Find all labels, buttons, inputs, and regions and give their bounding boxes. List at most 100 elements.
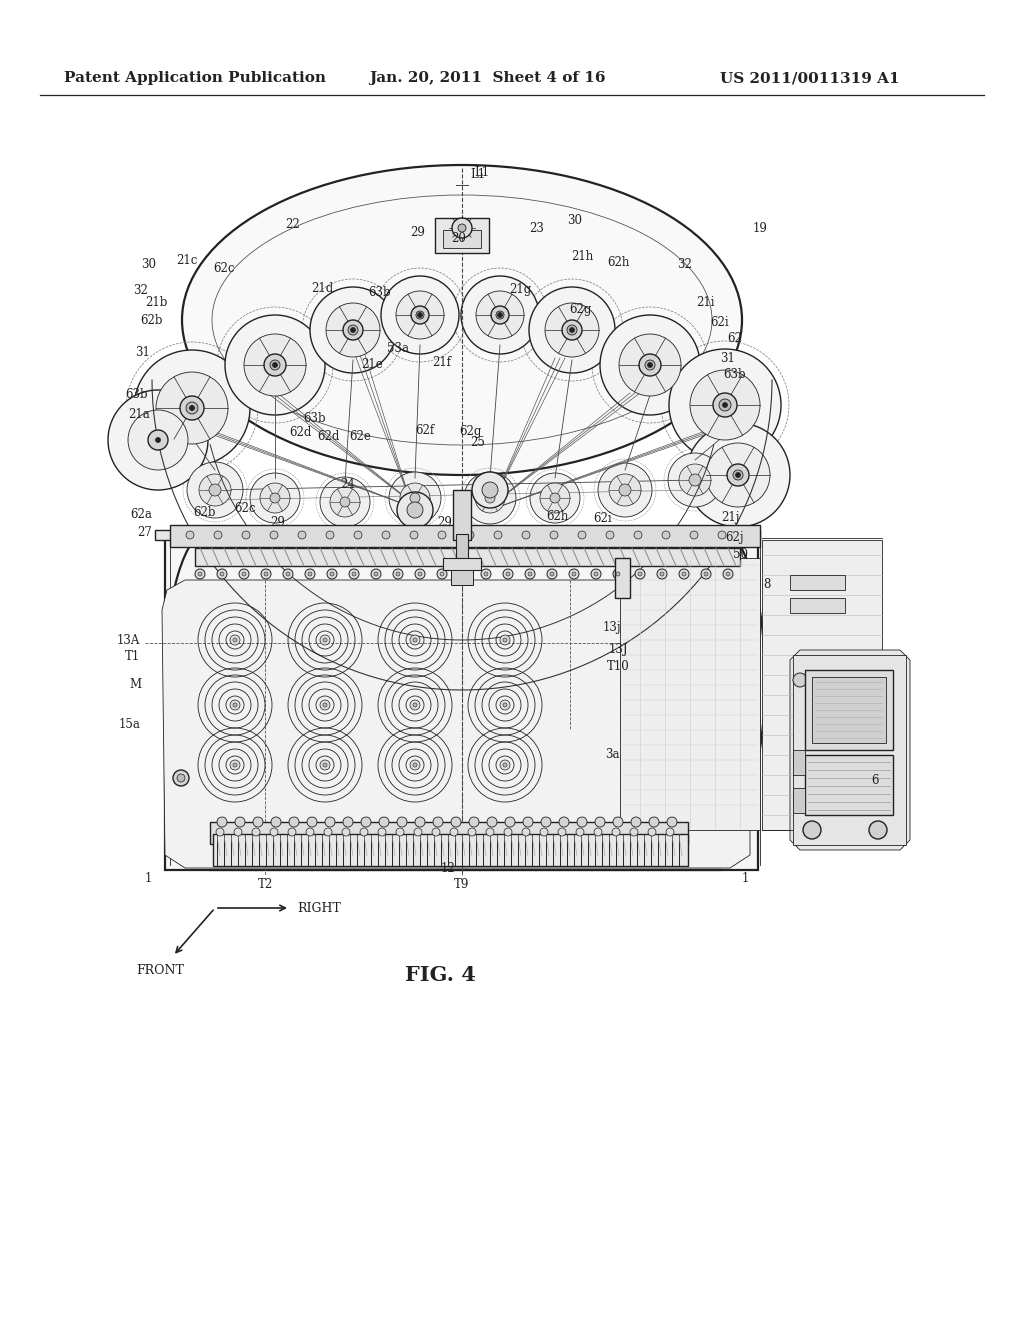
Circle shape [199,474,231,506]
Circle shape [389,473,441,524]
Circle shape [618,334,681,396]
Circle shape [572,572,575,576]
Circle shape [484,572,488,576]
Circle shape [645,360,655,370]
Circle shape [485,492,495,503]
Circle shape [343,319,362,341]
Circle shape [348,325,358,335]
Text: 62b: 62b [194,507,216,520]
Text: M: M [130,678,142,692]
Circle shape [638,572,642,576]
Text: 21d: 21d [311,281,333,294]
Circle shape [522,531,530,539]
Circle shape [481,569,490,579]
Circle shape [271,817,281,828]
Circle shape [464,473,516,524]
Circle shape [352,572,356,576]
Text: 3a: 3a [605,748,620,762]
Text: T1: T1 [125,651,140,664]
Bar [435,218,489,253]
Text: 62j: 62j [726,531,744,544]
Text: 62h: 62h [546,511,568,524]
Circle shape [198,572,202,576]
Circle shape [272,363,278,367]
Circle shape [679,569,689,579]
Text: 27: 27 [137,527,152,540]
Text: 30: 30 [141,259,156,272]
Circle shape [647,363,652,367]
Circle shape [490,306,509,323]
Circle shape [451,817,461,828]
Text: 62e: 62e [349,430,371,444]
Text: 21j: 21j [721,511,739,524]
Circle shape [360,828,368,836]
Circle shape [540,483,570,513]
Circle shape [437,569,447,579]
Circle shape [396,828,404,836]
Text: L1: L1 [474,165,489,178]
Text: 62d: 62d [316,430,339,444]
Circle shape [550,492,560,503]
Circle shape [669,348,781,461]
Circle shape [319,760,330,770]
Text: 1: 1 [741,871,749,884]
Circle shape [562,319,582,341]
Circle shape [217,569,227,579]
Text: 62i: 62i [594,511,612,524]
Circle shape [397,817,407,828]
Circle shape [319,477,370,527]
Text: 62g: 62g [459,425,481,438]
Circle shape [306,828,314,836]
Circle shape [666,828,674,836]
Circle shape [413,704,417,708]
Bar [451,570,473,585]
Circle shape [594,572,598,576]
Circle shape [727,465,749,486]
Text: 8: 8 [763,578,770,591]
Circle shape [569,327,574,333]
Circle shape [609,474,641,506]
Circle shape [234,817,245,828]
Circle shape [261,569,271,579]
Circle shape [869,821,887,840]
Circle shape [496,312,504,319]
Circle shape [381,276,459,354]
Circle shape [639,354,662,376]
Circle shape [410,492,420,503]
Circle shape [723,569,733,579]
Bar [453,490,471,540]
Text: L1: L1 [470,169,485,181]
Circle shape [438,531,446,539]
Circle shape [396,290,444,339]
Circle shape [230,635,240,645]
Circle shape [577,817,587,828]
Text: T10: T10 [606,660,630,673]
Circle shape [382,531,390,539]
Circle shape [393,569,403,579]
Text: 63b: 63b [369,285,391,298]
Text: 13A: 13A [117,634,140,647]
Circle shape [504,828,512,836]
Text: 21i: 21i [695,296,715,309]
Bar [793,788,805,813]
Text: US 2011/0011319 A1: US 2011/0011319 A1 [720,71,900,84]
Circle shape [397,492,433,528]
Text: 63b: 63b [304,412,327,425]
Circle shape [305,569,315,579]
Circle shape [475,483,505,513]
Circle shape [540,828,548,836]
Text: 21f: 21f [432,355,452,368]
Circle shape [233,638,237,642]
Circle shape [239,569,249,579]
Circle shape [701,569,711,579]
Circle shape [230,700,240,710]
Bar [620,558,760,830]
Circle shape [667,817,677,828]
Circle shape [631,817,641,828]
Circle shape [264,354,286,376]
Circle shape [690,531,698,539]
Circle shape [528,572,532,576]
Circle shape [270,492,280,503]
Circle shape [214,531,222,539]
Text: 25: 25 [471,436,485,449]
